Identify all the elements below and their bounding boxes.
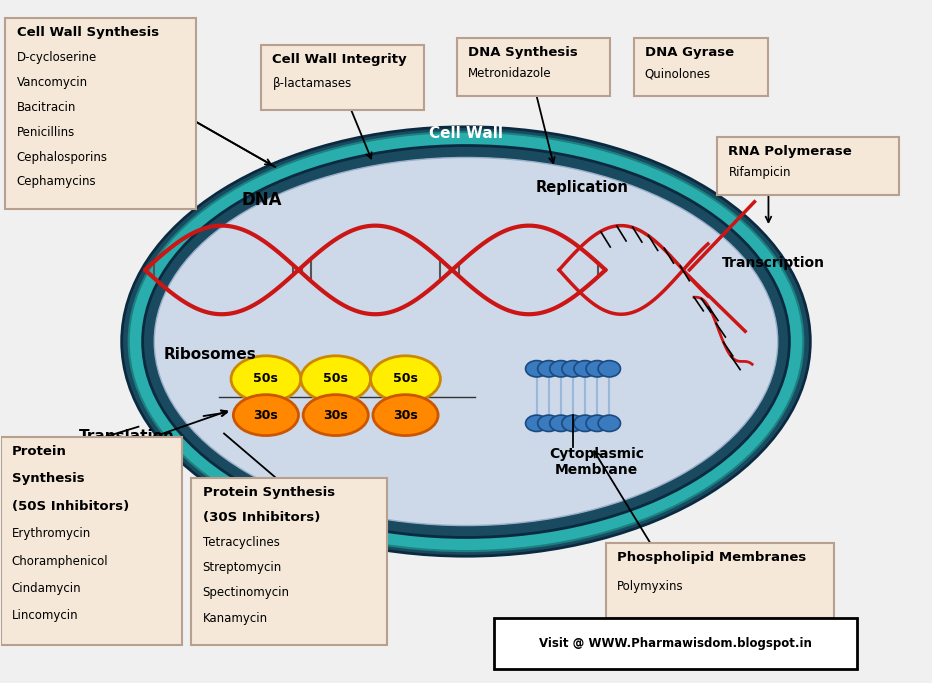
Text: Metronidazole: Metronidazole (468, 67, 552, 80)
Text: DNA: DNA (241, 191, 281, 208)
Text: RNA Polymerase: RNA Polymerase (729, 145, 852, 158)
Text: β-lactamases: β-lactamases (272, 77, 351, 90)
Ellipse shape (303, 395, 368, 436)
Text: Choramphenicol: Choramphenicol (12, 555, 108, 568)
Text: Cytoplasmic
Membrane: Cytoplasmic Membrane (549, 447, 644, 477)
Ellipse shape (371, 356, 441, 402)
FancyBboxPatch shape (191, 478, 387, 645)
Text: Cindamycin: Cindamycin (12, 582, 81, 595)
Ellipse shape (143, 145, 789, 538)
Text: Spectinomycin: Spectinomycin (202, 587, 290, 600)
Circle shape (550, 361, 572, 377)
Text: DNA Gyrase: DNA Gyrase (645, 46, 733, 59)
Text: Kanamycin: Kanamycin (202, 611, 267, 624)
Text: Cephamycins: Cephamycins (17, 176, 96, 189)
FancyBboxPatch shape (457, 38, 610, 96)
Ellipse shape (231, 356, 301, 402)
Circle shape (574, 361, 596, 377)
Ellipse shape (233, 395, 298, 436)
Text: Protein: Protein (12, 445, 67, 458)
Circle shape (586, 361, 609, 377)
Circle shape (550, 415, 572, 432)
Text: Phospholipid Membranes: Phospholipid Membranes (617, 550, 806, 563)
Ellipse shape (129, 132, 803, 551)
Text: Quinolones: Quinolones (645, 67, 711, 80)
FancyBboxPatch shape (6, 18, 196, 208)
Text: Erythromycin: Erythromycin (12, 527, 91, 540)
Circle shape (526, 415, 548, 432)
Text: Protein Synthesis: Protein Synthesis (202, 486, 335, 499)
Text: Rifampicin: Rifampicin (729, 166, 791, 179)
Text: Bacitracin: Bacitracin (17, 100, 75, 113)
Text: Translation: Translation (78, 430, 174, 445)
Circle shape (586, 415, 609, 432)
Ellipse shape (122, 127, 810, 556)
Text: Cell Wall Integrity: Cell Wall Integrity (272, 53, 407, 66)
FancyBboxPatch shape (261, 45, 424, 110)
Text: Visit @ WWW.Pharmawisdom.blogspot.in: Visit @ WWW.Pharmawisdom.blogspot.in (539, 637, 812, 650)
Ellipse shape (154, 158, 778, 525)
Text: Ribosomes: Ribosomes (163, 347, 256, 362)
Text: Tetracyclines: Tetracyclines (202, 536, 280, 549)
Text: Transcription: Transcription (722, 256, 825, 270)
Text: Penicillins: Penicillins (17, 126, 75, 139)
Text: Streptomycin: Streptomycin (202, 561, 281, 574)
FancyBboxPatch shape (606, 542, 833, 617)
Text: D-cycloserine: D-cycloserine (17, 51, 97, 64)
Text: Lincomycin: Lincomycin (12, 609, 78, 622)
Circle shape (598, 361, 621, 377)
Text: 30s: 30s (323, 408, 348, 421)
Text: Cell Wall: Cell Wall (429, 126, 503, 141)
FancyBboxPatch shape (634, 38, 769, 96)
Text: 50s: 50s (323, 372, 349, 385)
Text: Vancomycin: Vancomycin (17, 76, 88, 89)
Circle shape (598, 415, 621, 432)
Circle shape (538, 361, 560, 377)
Text: 30s: 30s (254, 408, 279, 421)
Circle shape (574, 415, 596, 432)
Text: Cell Wall Synthesis: Cell Wall Synthesis (17, 26, 158, 39)
Text: Synthesis: Synthesis (12, 473, 85, 486)
FancyBboxPatch shape (1, 437, 182, 645)
Circle shape (562, 361, 584, 377)
Text: Polymyxins: Polymyxins (617, 580, 683, 593)
Circle shape (562, 415, 584, 432)
FancyBboxPatch shape (494, 617, 857, 669)
Ellipse shape (373, 395, 438, 436)
Text: 50s: 50s (254, 372, 279, 385)
FancyBboxPatch shape (718, 137, 898, 195)
Text: Replication: Replication (536, 180, 629, 195)
Text: (30S Inhibitors): (30S Inhibitors) (202, 511, 320, 524)
Text: (50S Inhibitors): (50S Inhibitors) (12, 500, 130, 513)
Text: 30s: 30s (393, 408, 418, 421)
Text: Cephalosporins: Cephalosporins (17, 150, 107, 163)
Ellipse shape (301, 356, 371, 402)
Circle shape (538, 415, 560, 432)
Circle shape (526, 361, 548, 377)
Text: DNA Synthesis: DNA Synthesis (468, 46, 578, 59)
Text: 50s: 50s (393, 372, 418, 385)
